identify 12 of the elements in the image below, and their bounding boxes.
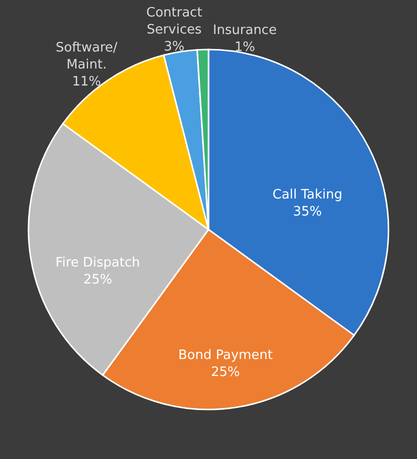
slice-label: Contract Services	[146, 6, 202, 38]
data-label: 11%	[72, 74, 102, 90]
slice-label: Fire Dispatch	[56, 255, 140, 270]
data-label: 25%	[83, 272, 112, 288]
data-label: 35%	[292, 204, 322, 220]
data-label: 3%	[164, 40, 185, 55]
data-label: 25%	[211, 365, 240, 380]
slice-label: Software/ Maint.	[56, 40, 118, 72]
slice-label: Insurance	[212, 23, 277, 38]
slice-label: Call Taking	[272, 187, 342, 202]
slice-label: Bond Payment	[178, 348, 273, 364]
data-label: 1%	[234, 40, 256, 56]
